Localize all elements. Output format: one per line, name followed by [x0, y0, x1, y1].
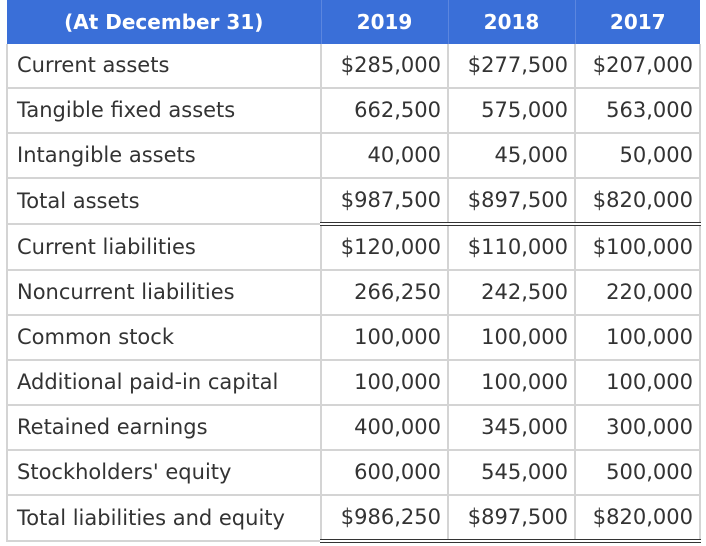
value-2018: 100,000	[448, 360, 576, 406]
row-tangible-fixed-assets: Tangible fixed assets 662,500 575,000 56…	[6, 88, 701, 134]
header-year-2019: 2019	[321, 0, 449, 44]
header-date-label: (At December 31)	[7, 0, 322, 44]
value-2018: 45,000	[448, 133, 576, 179]
value-2019: 266,250	[321, 270, 449, 316]
value-2017: $100,000	[575, 224, 701, 271]
value-2018: $897,500	[448, 177, 576, 226]
header-year-2017: 2017	[575, 0, 700, 44]
value-2017: $820,000	[575, 495, 701, 543]
row-additional-paid-in-capital: Additional paid-in capital 100,000 100,0…	[6, 360, 701, 406]
value-2019: 400,000	[321, 405, 449, 451]
row-label: Additional paid-in capital	[6, 360, 322, 406]
row-total-liabilities-and-equity: Total liabilities and equity $986,250 $8…	[6, 495, 701, 543]
row-label: Intangible assets	[6, 133, 322, 179]
value-2019: 600,000	[321, 449, 449, 496]
row-common-stock: Common stock 100,000 100,000 100,000	[6, 315, 701, 361]
value-2018: $897,500	[448, 495, 576, 543]
value-2018: 100,000	[448, 315, 576, 361]
value-2019: $285,000	[321, 44, 449, 89]
value-2017: 100,000	[575, 360, 701, 406]
value-2017: 100,000	[575, 315, 701, 361]
value-2019: $987,500	[321, 177, 449, 226]
value-2018: $277,500	[448, 44, 576, 89]
row-label: Total assets	[6, 178, 322, 225]
value-2019: $986,250	[321, 495, 449, 543]
row-label: Stockholders' equity	[6, 450, 322, 496]
value-2019: 100,000	[321, 315, 449, 361]
value-2018: 575,000	[448, 88, 576, 134]
value-2019: 662,500	[321, 88, 449, 134]
value-2018: 545,000	[448, 449, 576, 496]
row-stockholders-equity: Stockholders' equity 600,000 545,000 500…	[6, 449, 701, 496]
row-total-assets: Total assets $987,500 $897,500 $820,000	[6, 177, 701, 226]
value-2017: 220,000	[575, 270, 701, 316]
value-2018: 242,500	[448, 270, 576, 316]
row-label: Current assets	[6, 44, 322, 89]
row-label: Common stock	[6, 315, 322, 361]
row-retained-earnings: Retained earnings 400,000 345,000 300,00…	[6, 405, 701, 451]
row-noncurrent-liabilities: Noncurrent liabilities 266,250 242,500 2…	[6, 270, 701, 316]
value-2018: $110,000	[448, 224, 576, 271]
row-current-liabilities: Current liabilities $120,000 $110,000 $1…	[6, 224, 701, 271]
value-2019: 100,000	[321, 360, 449, 406]
balance-sheet: (At December 31) 2019 2018 2017 Current …	[6, 0, 701, 543]
value-2017: 50,000	[575, 133, 701, 179]
row-label: Retained earnings	[6, 405, 322, 451]
row-intangible-assets: Intangible assets 40,000 45,000 50,000	[6, 133, 701, 179]
value-2017: $207,000	[575, 44, 701, 89]
header-row: (At December 31) 2019 2018 2017	[7, 0, 700, 44]
row-label: Tangible fixed assets	[6, 88, 322, 134]
value-2017: 300,000	[575, 405, 701, 451]
value-2019: 40,000	[321, 133, 449, 179]
header-year-2018: 2018	[448, 0, 576, 44]
value-2019: $120,000	[321, 224, 449, 271]
row-label: Total liabilities and equity	[6, 495, 322, 542]
row-label: Noncurrent liabilities	[6, 270, 322, 316]
row-label: Current liabilities	[6, 224, 322, 271]
balance-sheet-table: (At December 31) 2019 2018 2017 Current …	[6, 0, 701, 543]
value-2017: 563,000	[575, 88, 701, 134]
row-current-assets: Current assets $285,000 $277,500 $207,00…	[6, 44, 701, 89]
value-2018: 345,000	[448, 405, 576, 451]
value-2017: $820,000	[575, 177, 701, 226]
value-2017: 500,000	[575, 449, 701, 496]
